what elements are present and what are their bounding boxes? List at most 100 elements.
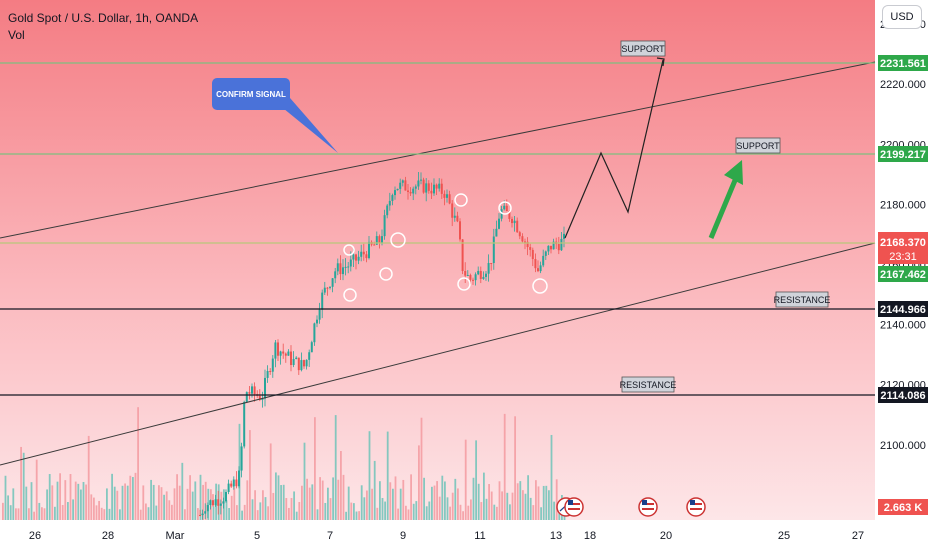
channel-lower-line[interactable]: [0, 242, 876, 466]
volume-bar: [204, 481, 207, 520]
volume-bar: [540, 507, 542, 520]
volume-bar: [199, 474, 202, 520]
resistance-1-box[interactable]: [775, 291, 829, 308]
x-tick-label: 9: [400, 530, 406, 542]
event-flag-icon[interactable]: [638, 497, 658, 517]
candles: [199, 171, 565, 520]
projection-path[interactable]: [564, 59, 664, 239]
volume-bar: [220, 491, 223, 520]
x-tick-label: 13: [550, 530, 562, 542]
candle-body: [266, 371, 269, 378]
volume-bar: [329, 498, 332, 520]
volume-bar: [399, 488, 402, 520]
volume-bar: [363, 497, 366, 520]
symbol-title[interactable]: Gold Spot / U.S. Dollar, 1h, OANDA: [8, 11, 199, 25]
event-flag-icon[interactable]: [556, 497, 584, 517]
candle-body: [404, 180, 407, 191]
volume-bar: [236, 505, 238, 520]
candle-body: [412, 188, 415, 194]
volume-bar: [230, 495, 233, 520]
candle-body: [245, 392, 248, 402]
volume-bar: [30, 482, 33, 520]
candle-body: [339, 263, 342, 275]
volume-bar: [368, 431, 371, 520]
candle-body: [438, 183, 441, 189]
support-mid-box[interactable]: [735, 137, 781, 154]
channel-upper-line[interactable]: [0, 61, 876, 239]
candle-body: [443, 193, 446, 198]
volume-bar: [116, 490, 119, 520]
resistance-1-label: RESISTANCE: [774, 295, 831, 305]
volume-bar: [358, 511, 360, 520]
volume-bar: [256, 510, 259, 520]
volume-bar: [93, 497, 95, 520]
volume-bar: [444, 481, 446, 520]
volume-bar: [69, 474, 72, 520]
confirm-signal-bubble[interactable]: [212, 78, 290, 110]
candle-body: [440, 183, 443, 194]
candle-body: [271, 358, 274, 372]
resistance-2-box[interactable]: [621, 376, 675, 393]
volume-bar: [511, 492, 514, 520]
candle-body: [316, 319, 318, 324]
candle-body: [331, 278, 334, 287]
volume-bar: [324, 502, 327, 520]
candle-body: [487, 262, 490, 274]
candle-body: [407, 190, 409, 192]
volume-bar: [124, 483, 126, 520]
volume-bar: [176, 474, 178, 520]
resistance-2-label: RESISTANCE: [620, 380, 677, 390]
volume-bar: [532, 505, 535, 520]
volume-bar: [295, 511, 298, 520]
candle-body: [459, 221, 461, 240]
resistance-2-price-text: 2114.086: [880, 390, 925, 402]
volume-bar: [350, 502, 353, 520]
volume-bar: [420, 417, 423, 520]
support-top-label: SUPPORT: [621, 44, 665, 54]
event-flag-icon[interactable]: [686, 497, 706, 517]
green-arrow-shaft[interactable]: [708, 177, 739, 239]
candle-body: [243, 401, 246, 447]
support-top-box[interactable]: [620, 40, 666, 57]
volume-bar: [54, 506, 56, 520]
time-axis[interactable]: 26 28 Mar 5 7 9 11 13 18 20 25 27: [29, 530, 864, 542]
volume-indicator-label[interactable]: Vol: [8, 28, 25, 42]
candle-body: [505, 205, 508, 212]
candle-body: [401, 180, 404, 183]
candle-body: [303, 360, 305, 367]
volume-bar: [142, 485, 145, 520]
volume-bar: [371, 488, 373, 520]
prev-price-text: 2167.462: [880, 269, 926, 281]
pivot-circle: [379, 267, 393, 281]
candle-body: [277, 342, 279, 356]
volume-bar: [477, 483, 480, 520]
candle-body: [225, 491, 227, 502]
volume-tag-text: 2.663 K: [884, 502, 923, 514]
candle-body: [235, 479, 238, 487]
volume-bar: [275, 472, 277, 520]
volume-bar: [446, 497, 449, 520]
candle-body: [297, 357, 300, 371]
volume-bar: [535, 480, 537, 520]
volume-bar: [59, 473, 61, 520]
volume-bar: [436, 481, 438, 520]
volume-bar: [82, 481, 85, 520]
candle-body: [485, 273, 487, 277]
volume-bar: [392, 488, 394, 520]
volume-bar: [67, 502, 69, 520]
x-tick-label: 20: [660, 530, 672, 542]
volume-bar: [121, 485, 124, 520]
volume-bar: [212, 506, 215, 520]
volume-bar: [431, 486, 433, 520]
candle-body: [292, 359, 295, 366]
projection-arrowhead: [656, 57, 665, 67]
volume-bar: [113, 486, 116, 520]
currency-button[interactable]: USD: [882, 5, 922, 29]
candle-body: [396, 188, 399, 191]
volume-bar: [139, 509, 142, 520]
volume-bars: [2, 407, 566, 520]
candle-body: [274, 342, 277, 359]
candle-body: [321, 292, 324, 310]
candle-body: [477, 270, 480, 275]
